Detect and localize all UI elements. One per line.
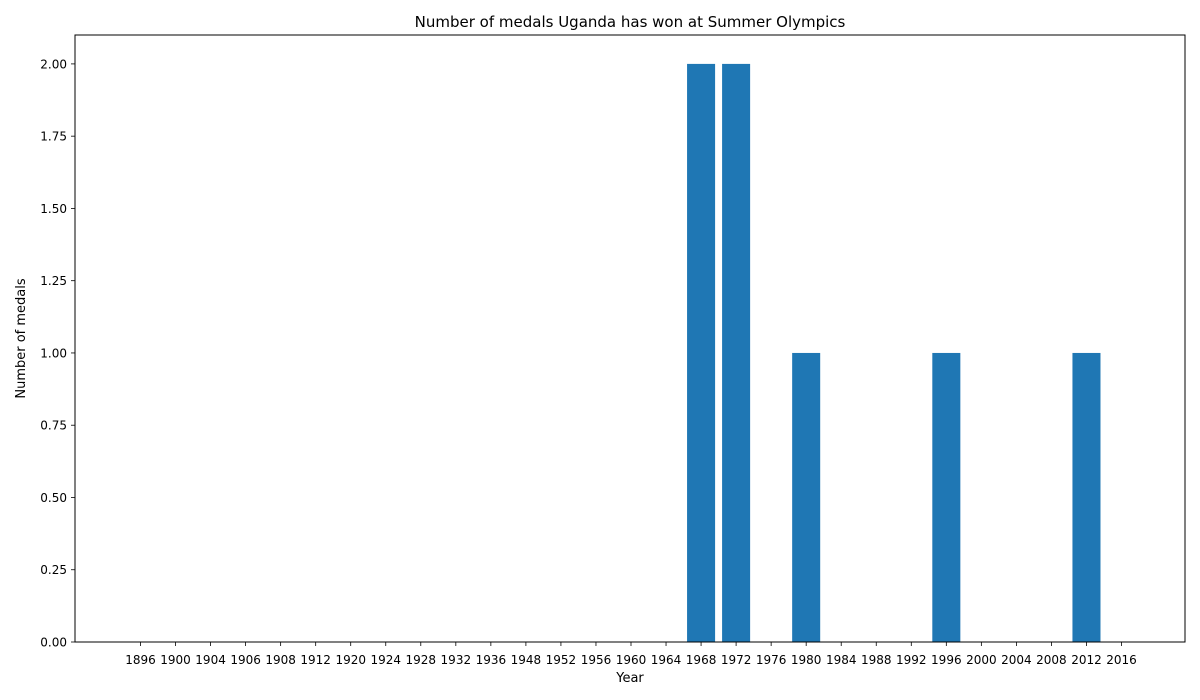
x-tick-label: 1980 (791, 653, 822, 667)
x-tick-label: 1984 (826, 653, 857, 667)
x-tick-label: 1996 (931, 653, 962, 667)
bar-2012 (1072, 352, 1101, 642)
y-tick-label: 0.00 (40, 636, 67, 650)
x-tick-label: 1908 (265, 653, 296, 667)
x-tick-label: 1924 (370, 653, 401, 667)
y-axis-label: Number of medals (14, 278, 29, 399)
x-tick-label: 1904 (195, 653, 226, 667)
x-tick-label: 1964 (651, 653, 682, 667)
x-tick-label: 1936 (476, 653, 507, 667)
x-tick-label: 1976 (756, 653, 787, 667)
x-tick-label: 1952 (546, 653, 577, 667)
x-tick-label: 2012 (1071, 653, 1102, 667)
x-tick-label: 2004 (1001, 653, 1032, 667)
x-tick-label: 2000 (966, 653, 997, 667)
x-tick-label: 1932 (441, 653, 472, 667)
y-tick-label: 1.50 (40, 202, 67, 216)
bar-1972 (722, 63, 751, 642)
y-tick-label: 1.25 (40, 274, 67, 288)
x-tick-label: 1988 (861, 653, 892, 667)
x-axis-label: Year (615, 671, 644, 686)
y-tick-label: 1.00 (40, 346, 67, 360)
x-tick-label: 1906 (230, 653, 261, 667)
bars-group (687, 63, 1101, 642)
y-axis-ticks: 0.00 0.25 0.50 0.75 1.00 1.25 1.50 1.75 2.00 (40, 57, 75, 650)
x-tick-label: 1968 (686, 653, 717, 667)
chart-title: Number of medals Uganda has won at Summe… (415, 13, 846, 31)
x-tick-label: 1960 (616, 653, 647, 667)
bar-1968 (687, 63, 716, 642)
x-tick-label: 1920 (335, 653, 366, 667)
y-tick-label: 0.50 (40, 491, 67, 505)
x-tick-label: 1896 (125, 653, 156, 667)
plot-frame (74, 34, 1186, 643)
x-tick-label: 1956 (581, 653, 612, 667)
x-tick-label: 1900 (160, 653, 191, 667)
x-tick-label: 1992 (896, 653, 927, 667)
x-tick-label: 2008 (1036, 653, 1067, 667)
x-tick-label: 2016 (1106, 653, 1137, 667)
y-tick-label: 0.75 (40, 419, 67, 433)
x-tick-label: 1928 (406, 653, 437, 667)
y-tick-label: 0.25 (40, 563, 67, 577)
bar-1996 (932, 352, 961, 642)
x-axis-ticks: 1896 1900 1904 1906 1908 1912 1920 1924 1928 1932… (125, 642, 1137, 667)
x-tick-label: 1972 (721, 653, 752, 667)
bar-1980 (792, 352, 821, 642)
y-tick-label: 2.00 (40, 57, 67, 71)
y-tick-label: 1.75 (40, 130, 67, 144)
x-tick-label: 1912 (300, 653, 331, 667)
x-tick-label: 1948 (511, 653, 542, 667)
